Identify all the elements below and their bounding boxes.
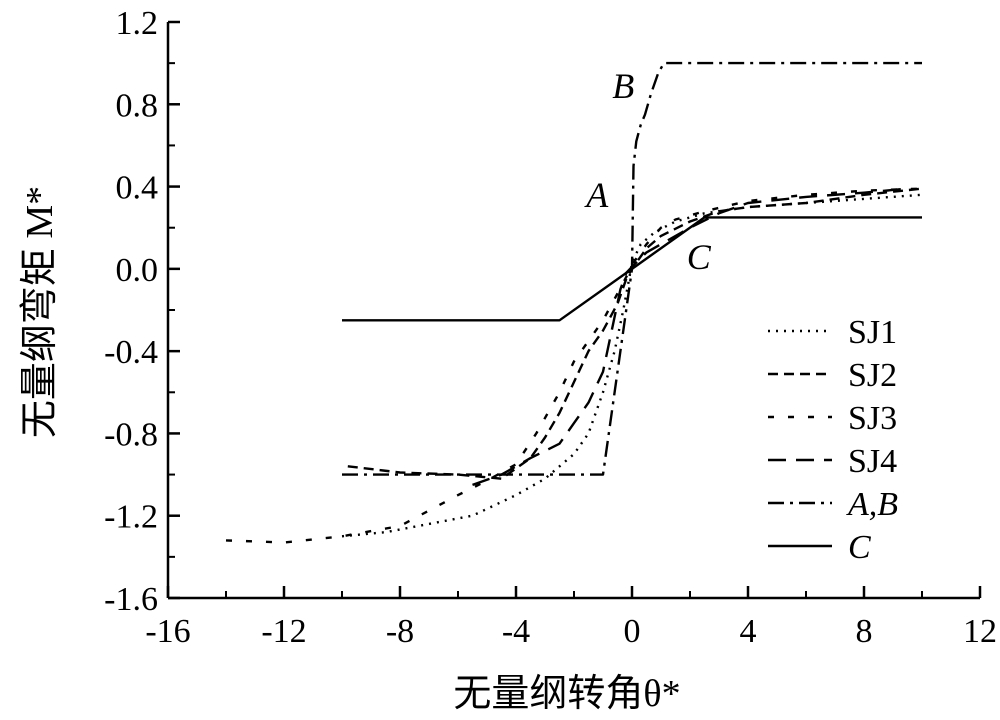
y-tick-label: -1.2 — [104, 499, 158, 536]
legend-label: SJ1 — [848, 314, 897, 351]
x-tick-label: 0 — [624, 613, 641, 650]
ticks-layer: -16 -12 -8 -4 0 4 8 12 1.2 0.8 0.4 0.0 -0.4 -0.8 -1.2 -… — [104, 5, 997, 650]
annotation-a: A — [584, 175, 609, 215]
y-tick-label: 0.0 — [116, 252, 159, 289]
x-axis-title: 无量纲转角θ* — [453, 673, 680, 715]
series-line-sj1 — [341, 193, 923, 538]
x-tick-label: -16 — [145, 613, 190, 650]
x-tick-label: -4 — [502, 613, 530, 650]
legend-label: A,B — [846, 486, 898, 523]
x-tick-label: 4 — [740, 613, 757, 650]
legend-label: C — [848, 529, 871, 566]
y-tick-label: 0.8 — [116, 87, 159, 124]
x-tick-label: 12 — [963, 613, 997, 650]
annotation-b: B — [612, 66, 634, 106]
y-tick-label: -1.6 — [104, 581, 158, 618]
x-tick-label: 8 — [856, 613, 873, 650]
annotation-layer: A B C — [584, 66, 711, 277]
y-tick-label: 1.2 — [116, 5, 159, 42]
y-tick-label: -0.4 — [104, 334, 158, 371]
series-line-sj4 — [472, 187, 908, 487]
annotation-c: C — [687, 237, 712, 277]
series-line-sj2 — [347, 187, 923, 480]
y-tick-label: -0.8 — [104, 416, 158, 453]
series-line-c — [342, 216, 922, 322]
legend-label: SJ4 — [848, 443, 897, 480]
legend: SJ1 SJ2 SJ3 SJ4 A,B C — [768, 314, 898, 566]
series-layer — [225, 61, 923, 544]
series-line-a-b — [342, 61, 922, 476]
legend-label: SJ2 — [848, 357, 897, 394]
y-tick-label: 0.4 — [116, 170, 159, 207]
x-tick-label: -8 — [386, 613, 414, 650]
y-axis-title: 无量纲弯矩 M* — [19, 186, 61, 438]
series-line-sj3 — [225, 187, 923, 544]
legend-label: SJ3 — [848, 400, 897, 437]
x-tick-label: -12 — [261, 613, 306, 650]
